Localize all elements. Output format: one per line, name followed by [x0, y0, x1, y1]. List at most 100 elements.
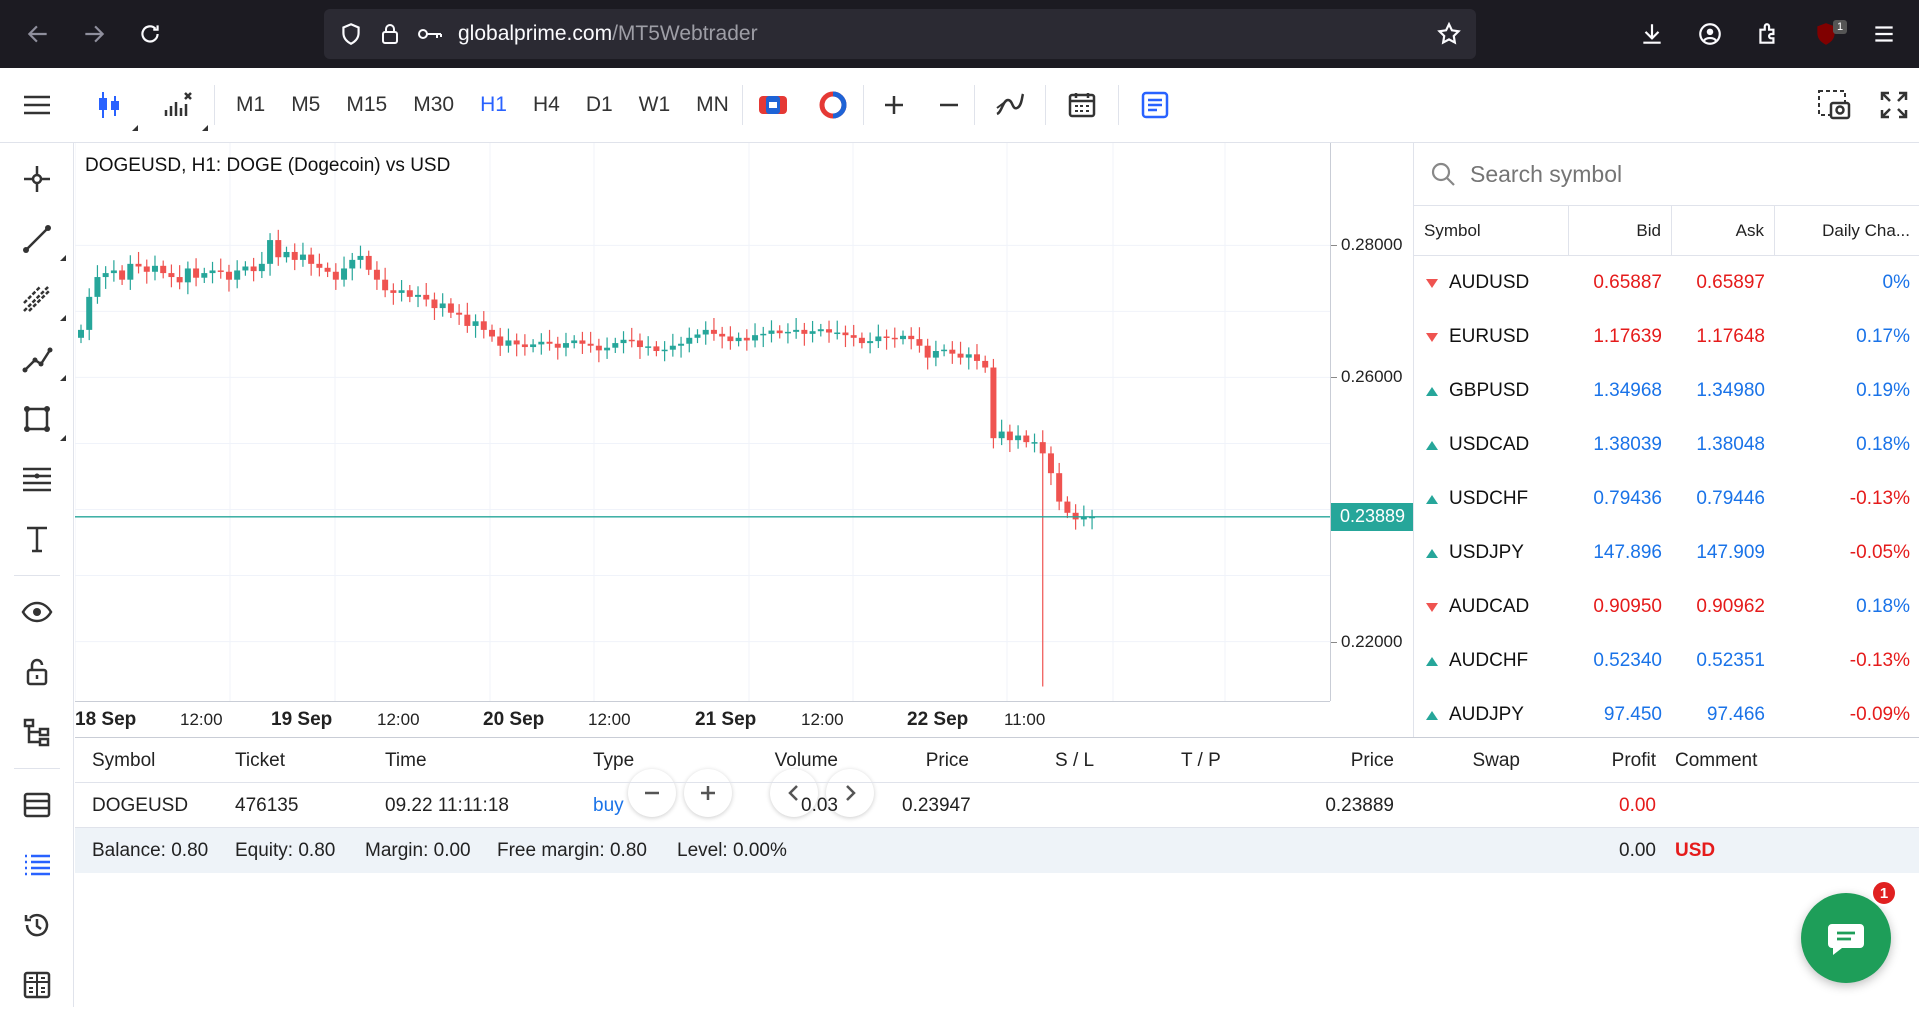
hide-drawings-tool[interactable] [0, 582, 74, 642]
zoom-in-button[interactable] [864, 68, 924, 143]
chart-area[interactable]: DOGEUSD, H1: DOGE (Dogecoin) vs USD [74, 143, 1330, 817]
chart-zoom-in-button[interactable] [684, 769, 732, 817]
channel-tool[interactable] [0, 269, 74, 329]
timeframe-m15[interactable]: M15 [346, 93, 388, 116]
candle-body [299, 254, 306, 260]
text-tool[interactable] [0, 509, 74, 569]
position-row[interactable]: DOGEUSD 476135 09.22 11:11:18 buy 0.03 0… [75, 783, 1919, 828]
price-tick [1331, 377, 1337, 379]
mw-col-1[interactable]: Bid [1569, 206, 1672, 256]
candle [965, 347, 972, 370]
chat-notification-badge: 1 [1871, 880, 1897, 906]
chart-zoom-out-button[interactable] [628, 769, 676, 817]
bookmark-star-icon[interactable] [1436, 21, 1462, 47]
trendline-tool[interactable] [0, 209, 74, 269]
downloads-button[interactable] [1623, 6, 1681, 62]
search-input[interactable] [1470, 160, 1870, 188]
candle-body [176, 277, 183, 283]
symbol-bid: 1.38039 [1593, 434, 1662, 455]
one-click-trading-button[interactable] [743, 68, 803, 143]
col-type[interactable]: Type [593, 750, 635, 771]
key-icon[interactable] [416, 21, 444, 47]
symbol-row-audusd[interactable]: AUDUSD 0.65887 0.65897 0% [1414, 256, 1919, 310]
timeframe-m30[interactable]: M30 [413, 93, 455, 116]
col-symbol[interactable]: Symbol [92, 750, 156, 771]
scroll-left-button[interactable] [770, 769, 818, 817]
screenshot-button[interactable] [1804, 68, 1864, 143]
reload-button[interactable] [122, 6, 178, 62]
candle-body [727, 336, 734, 342]
symbol-row-gbpusd[interactable]: GBPUSD 1.34968 1.34980 0.19% [1414, 364, 1919, 418]
symbol-row-audchf[interactable]: AUDCHF 0.52340 0.52351 -0.13% [1414, 634, 1919, 688]
timeframe-h4[interactable]: H4 [532, 93, 560, 116]
chart-type-button[interactable] [74, 68, 144, 143]
depth-of-market-button[interactable] [803, 68, 863, 143]
candle [571, 335, 578, 349]
time-axis[interactable]: 18 Sep 12:00 19 Sep 12:00 20 Sep 12:00 21 Sep 1… [75, 701, 1330, 737]
timeframe-mn[interactable]: MN [696, 93, 729, 116]
lock-icon[interactable] [378, 21, 402, 47]
col-volume[interactable]: Volume [774, 750, 838, 771]
fullscreen-button[interactable] [1864, 68, 1919, 143]
forward-button[interactable] [66, 6, 122, 62]
account-button[interactable] [1681, 6, 1739, 62]
timeframe-d1[interactable]: D1 [585, 93, 613, 116]
extensions-button[interactable] [1739, 6, 1797, 62]
back-button[interactable] [10, 6, 66, 62]
mw-col-2[interactable]: Ask [1672, 206, 1775, 256]
col-tp[interactable]: T / P [1181, 750, 1221, 771]
menu-button[interactable] [1855, 6, 1913, 62]
trade-panel-toggle[interactable] [0, 835, 74, 895]
trade-history-button[interactable] [1119, 68, 1191, 143]
url-bar[interactable]: globalprime.com/MT5Webtrader [324, 9, 1476, 59]
symbol-row-usdcad[interactable]: USDCAD 1.38039 1.38048 0.18% [1414, 418, 1919, 472]
symbol-ask: 0.79446 [1696, 488, 1765, 509]
candle [324, 262, 331, 278]
candle-body [225, 271, 232, 280]
price-axis[interactable]: 0.23889 0.28000 0.26000 0.22000 [1330, 143, 1414, 701]
col-profit[interactable]: Profit [1611, 750, 1656, 771]
journal-toggle[interactable] [0, 955, 74, 1015]
lock-drawings-tool[interactable] [0, 642, 74, 702]
time-tick-label: 20 Sep [483, 709, 545, 730]
history-toggle[interactable] [0, 895, 74, 955]
calendar-button[interactable] [1046, 68, 1118, 143]
symbol-ask: 1.34980 [1696, 380, 1765, 401]
timeframe-m5[interactable]: M5 [291, 93, 321, 116]
candlestick-chart[interactable] [74, 143, 1330, 701]
market-watch-toggle[interactable] [0, 775, 74, 835]
timeframe-w1[interactable]: W1 [638, 93, 671, 116]
polyline-tool[interactable] [0, 329, 74, 389]
timeframe-m1[interactable]: M1 [236, 93, 266, 116]
col-ticket[interactable]: Ticket [235, 750, 285, 771]
symbol-row-usdchf[interactable]: USDCHF 0.79436 0.79446 -0.13% [1414, 472, 1919, 526]
col-current-price[interactable]: Price [1350, 750, 1394, 771]
shield-icon[interactable] [338, 21, 364, 47]
timeframe-h1[interactable]: H1 [480, 93, 507, 116]
col-sl[interactable]: S / L [1055, 750, 1095, 771]
zoom-out-button[interactable] [924, 68, 974, 143]
col-price[interactable]: Price [925, 750, 969, 771]
fibonacci-tool[interactable] [0, 449, 74, 509]
col-time[interactable]: Time [385, 750, 427, 771]
ublock-extension-button[interactable]: 1 [1797, 6, 1855, 62]
symbol-row-audcad[interactable]: AUDCAD 0.90950 0.90962 0.18% [1414, 580, 1919, 634]
crosshair-tool[interactable] [0, 149, 74, 209]
mw-col-0[interactable]: Symbol [1414, 206, 1569, 256]
scroll-right-button[interactable] [826, 769, 874, 817]
mw-col-3[interactable]: Daily Cha... [1822, 221, 1910, 240]
candle-body [505, 340, 512, 346]
candle-body [908, 335, 915, 340]
shape-tool[interactable] [0, 389, 74, 449]
symbol-row-eurusd[interactable]: EURUSD 1.17639 1.17648 0.17% [1414, 310, 1919, 364]
main-menu-button[interactable] [0, 68, 74, 143]
col-comment[interactable]: Comment [1675, 750, 1758, 771]
chat-widget-button[interactable] [1801, 893, 1891, 983]
objects-tree-tool[interactable] [0, 702, 74, 762]
indicators-button[interactable] [144, 68, 214, 143]
indicators-list-button[interactable] [975, 68, 1045, 143]
fibonacci-lines-icon [23, 467, 51, 492]
symbol-row-usdjpy[interactable]: USDJPY 147.896 147.909 -0.05% [1414, 526, 1919, 580]
col-swap[interactable]: Swap [1472, 750, 1520, 771]
symbol-row-audjpy[interactable]: AUDJPY 97.450 97.466 -0.09% [1414, 688, 1919, 742]
